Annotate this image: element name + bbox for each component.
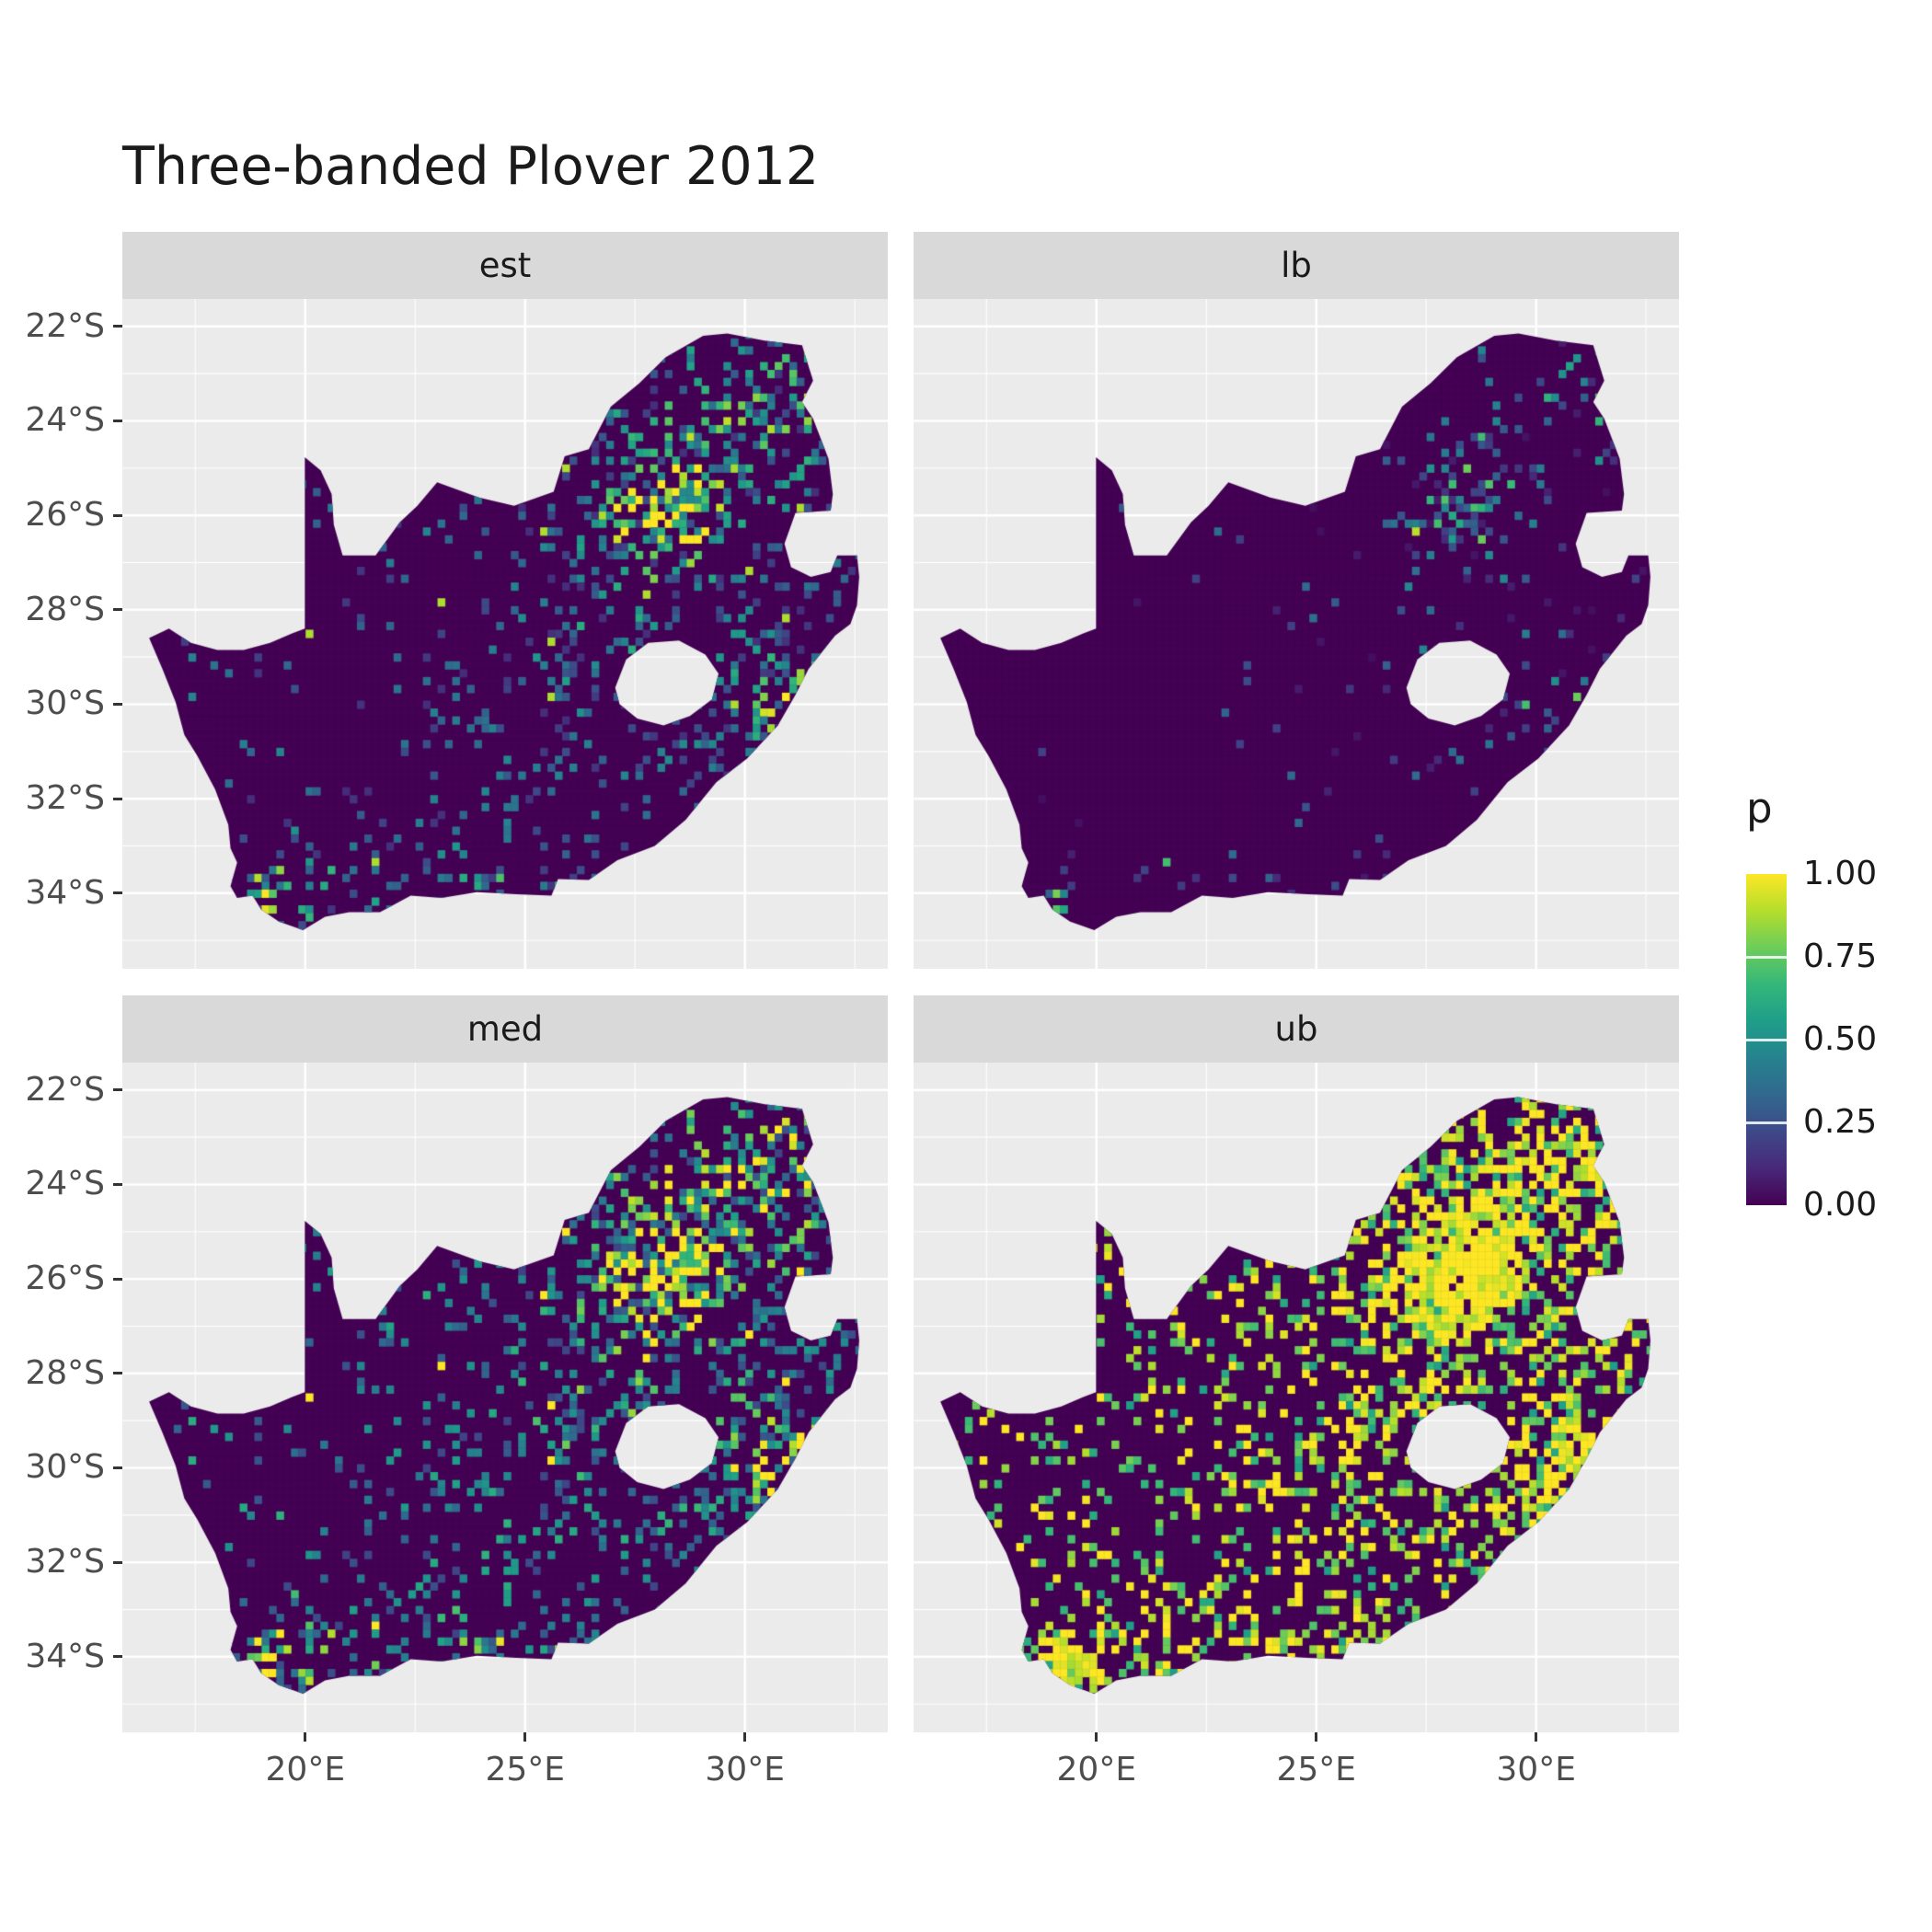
panel-est [122, 299, 888, 969]
x-axis-tick-mark [523, 1732, 527, 1742]
map-canvas-lb [914, 299, 1679, 969]
legend-tick-label: 0.75 [1803, 937, 1878, 975]
y-axis-tick-mark [113, 702, 122, 706]
legend-tick-label: 0.50 [1803, 1020, 1878, 1058]
legend-tick-label: 0.25 [1803, 1103, 1878, 1141]
x-axis-tick-label: 30°E [1496, 1751, 1576, 1788]
facet-label-ub: ub [1274, 1009, 1318, 1049]
panel-ub [914, 1063, 1679, 1732]
y-axis-tick-label: 22°S [25, 1070, 105, 1109]
x-axis-tick-label: 25°E [1276, 1751, 1357, 1788]
facet-label-med: med [466, 1009, 544, 1049]
map-canvas-ub [914, 1063, 1679, 1732]
map-canvas-med [122, 1063, 888, 1732]
y-axis-tick-label: 34°S [25, 873, 105, 912]
panel-lb [914, 299, 1679, 969]
y-axis-tick-mark [113, 513, 122, 517]
x-axis-tick-mark [1535, 1732, 1538, 1742]
y-axis-tick-label: 26°S [25, 496, 105, 535]
y-axis-tick-label: 30°S [25, 684, 105, 723]
y-axis-tick-mark [113, 1655, 122, 1659]
legend-colorbar-tick [1746, 1038, 1787, 1041]
y-axis-tick-mark [113, 891, 122, 895]
y-axis-tick-label: 28°S [25, 590, 105, 628]
legend-colorbar-tick [1746, 955, 1787, 959]
y-axis-tick-label: 32°S [25, 1543, 105, 1581]
y-axis-tick-label: 34°S [25, 1637, 105, 1675]
x-axis-tick-label: 20°E [265, 1751, 346, 1788]
chart-title: Three-banded Plover 2012 [122, 136, 820, 197]
facet-strip-est: est [122, 232, 888, 299]
x-axis-tick-mark [743, 1732, 747, 1742]
facet-label-lb: lb [1281, 246, 1312, 285]
x-axis-tick-label: 25°E [485, 1751, 566, 1788]
x-axis-tick-mark [304, 1732, 307, 1742]
legend-title: p [1746, 784, 1773, 833]
y-axis-tick-label: 22°S [25, 306, 105, 345]
y-axis-tick-label: 32°S [25, 779, 105, 818]
x-axis-tick-label: 20°E [1056, 1751, 1137, 1788]
y-axis-tick-mark [113, 419, 122, 422]
legend-tick-label: 0.00 [1803, 1186, 1878, 1224]
facet-strip-ub: ub [914, 995, 1679, 1063]
y-axis-tick-mark [113, 608, 122, 612]
facet-strip-lb: lb [914, 232, 1679, 299]
x-axis-tick-label: 30°E [705, 1751, 785, 1788]
y-axis-tick-mark [113, 1277, 122, 1281]
y-axis-tick-mark [113, 1088, 122, 1092]
y-axis-tick-mark [113, 1560, 122, 1564]
y-axis-tick-label: 24°S [25, 401, 105, 440]
y-axis-tick-label: 24°S [25, 1165, 105, 1203]
y-axis-tick-mark [113, 1372, 122, 1375]
y-axis-tick-mark [113, 1182, 122, 1186]
facet-strip-med: med [122, 995, 888, 1063]
x-axis-tick-mark [1315, 1732, 1318, 1742]
facet-label-est: est [478, 246, 532, 285]
map-canvas-est [122, 299, 888, 969]
x-axis-tick-mark [1095, 1732, 1098, 1742]
y-axis-tick-label: 26°S [25, 1259, 105, 1298]
y-axis-tick-label: 28°S [25, 1353, 105, 1392]
legend-tick-label: 1.00 [1803, 855, 1878, 892]
y-axis-tick-mark [113, 1466, 122, 1469]
y-axis-tick-label: 30°S [25, 1448, 105, 1487]
y-axis-tick-mark [113, 325, 122, 328]
y-axis-tick-mark [113, 797, 122, 800]
legend-colorbar-tick [1746, 1121, 1787, 1124]
panel-med [122, 1063, 888, 1732]
